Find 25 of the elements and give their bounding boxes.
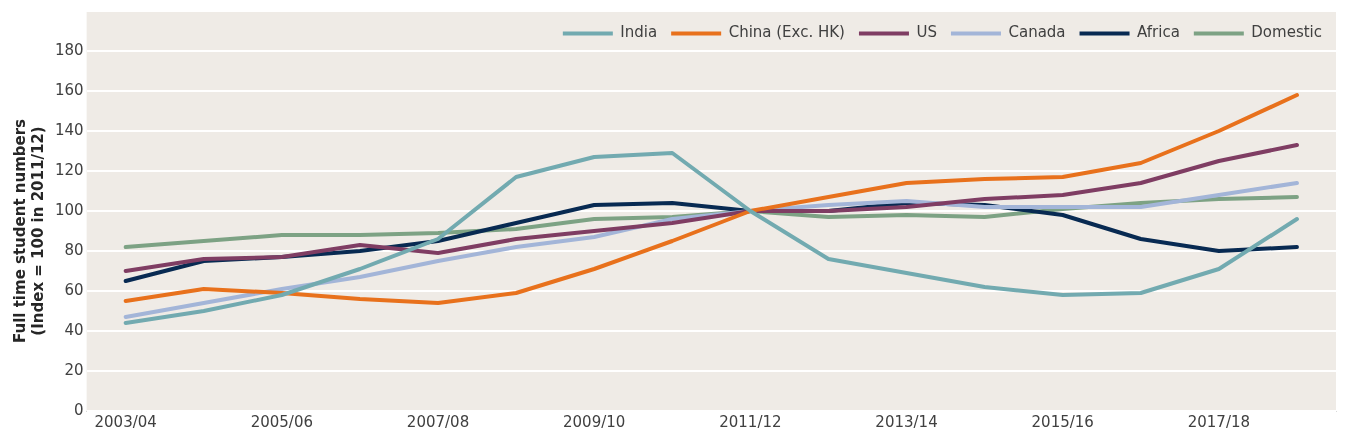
x-tick-label: 2007/08 — [406, 412, 470, 431]
x-tick-label: 2003/04 — [94, 412, 157, 431]
x-tick-label: 2009/10 — [563, 412, 626, 431]
y-tick-label: 80 — [64, 240, 84, 259]
y-tick-label: 160 — [54, 80, 84, 99]
x-tick-label: 2015/16 — [1031, 412, 1094, 431]
x-tick-label: 2017/18 — [1187, 412, 1251, 431]
y-tick-label: 0 — [74, 400, 84, 419]
legend-label: India — [620, 23, 658, 42]
x-tick-label: 2011/12 — [719, 412, 782, 431]
x-tick-label: 2013/14 — [875, 412, 938, 431]
legend-label: China (Exc. HK) — [728, 23, 845, 42]
y-axis-title: Full time student numbers (Index = 100 in 2011/12) — [10, 118, 47, 344]
y-tick-label: 20 — [64, 360, 84, 379]
y-tick-label: 60 — [64, 280, 84, 299]
legend-label: US — [916, 23, 937, 42]
legend-label: Africa — [1137, 23, 1180, 42]
y-tick-label: 40 — [64, 320, 84, 339]
y-tick-label: 100 — [54, 200, 84, 219]
x-tick-label: 2005/06 — [250, 412, 314, 431]
y-tick-label: 120 — [54, 160, 84, 179]
legend-label: Canada — [1008, 23, 1066, 42]
y-tick-label: 140 — [54, 120, 84, 139]
y-tick-label: 180 — [54, 40, 84, 59]
legend-label: Domestic — [1251, 23, 1323, 42]
